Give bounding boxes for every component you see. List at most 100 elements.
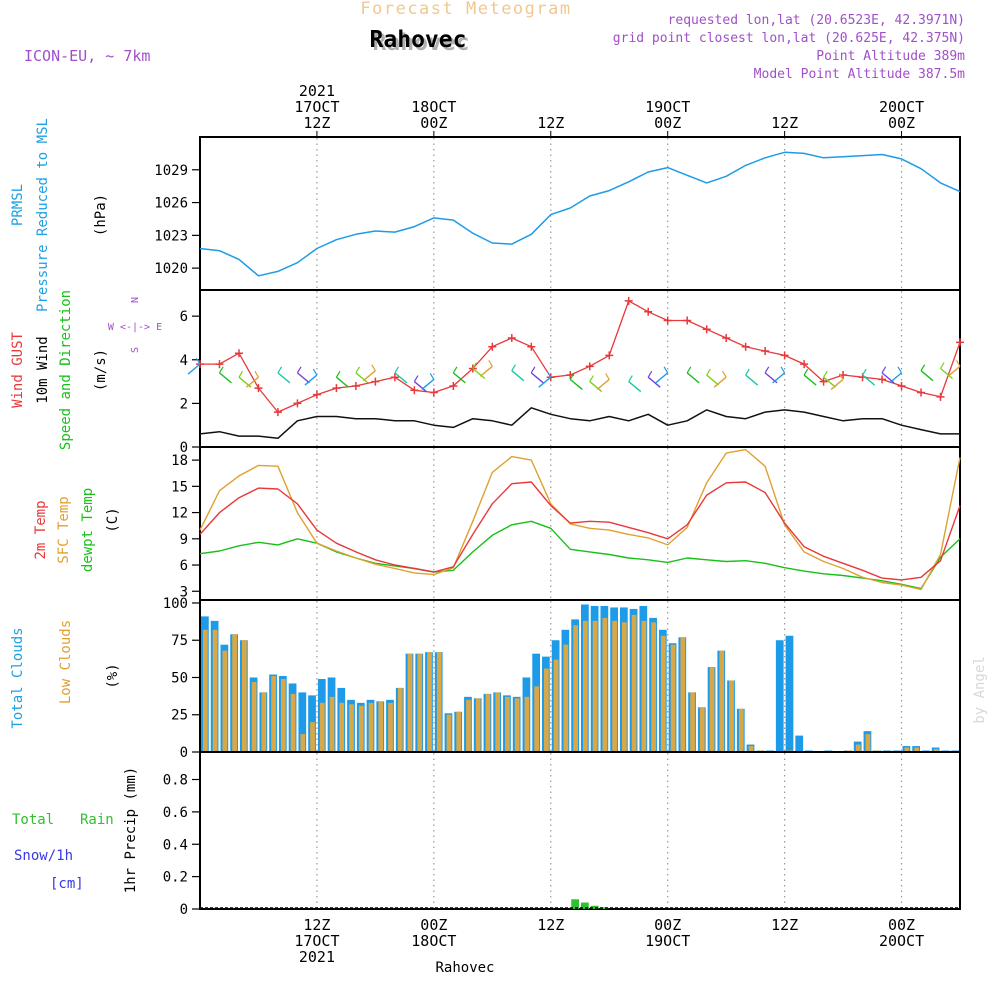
bottom-time-label: 12Z [303, 916, 330, 934]
y-tick-label: 1029 [154, 163, 188, 179]
bottom-time-label: 2021 [299, 948, 335, 966]
top-time-label: 20OCT [879, 98, 924, 116]
bottom-time-label: 20OCT [879, 932, 924, 950]
wind-label-dir: Speed and Direction [58, 290, 74, 450]
compass-south: S [130, 347, 141, 353]
gust-marker [605, 351, 614, 360]
low-cloud-bar [212, 629, 218, 752]
gust-marker [351, 381, 360, 390]
pressure-label-1: PRMSL [10, 184, 26, 226]
wind-arrow [686, 372, 700, 384]
bottom-time-label: 19OCT [645, 932, 690, 950]
precip-label-rain-1: Total [12, 812, 54, 828]
gust-marker [819, 377, 828, 386]
wind-arrow-head [939, 362, 945, 369]
wind-arrow [920, 370, 934, 382]
wind-arrow [296, 372, 310, 384]
bottom-time-label: 12Z [771, 916, 798, 934]
low-cloud-bar [641, 620, 647, 752]
low-cloud-bar [514, 698, 520, 752]
wind-arrow [277, 372, 291, 384]
gust-marker [644, 307, 653, 316]
top-time-label: 12Z [537, 114, 564, 132]
dewpt-line [199, 520, 961, 590]
low-cloud-bar [573, 625, 578, 752]
temp-label-2m: 2m Temp [33, 500, 49, 559]
wind-arrow-head [823, 370, 828, 378]
gust-marker [897, 381, 906, 390]
precip-y-axis: 0 0.2 0.4 0.6 0.8 [163, 773, 200, 918]
pressure-frame [199, 136, 961, 291]
precip-label-cm: [cm] [50, 876, 84, 892]
time-gridlines [316, 138, 903, 908]
total-cloud-bar [298, 692, 307, 752]
wind-arrow-head [277, 366, 283, 374]
location-title-shadow: Rahovec [373, 30, 470, 56]
gust-marker [527, 342, 536, 351]
bottom-time-label: 00Z [888, 916, 915, 934]
low-cloud-bar [388, 702, 393, 752]
credit-watermark: by Angel [972, 656, 988, 723]
clouds-series [201, 604, 959, 752]
gust-marker [956, 338, 964, 347]
temp-unit: (C) [105, 507, 121, 532]
wind-unit: (m/s) [93, 349, 109, 391]
precip-series [200, 899, 960, 909]
low-cloud-bar [251, 681, 257, 752]
wind-arrow [823, 376, 837, 388]
y-tick-label: 0 [180, 902, 188, 918]
requested-coords: requested lon,lat (20.6523E, 42.3971N) [668, 13, 965, 28]
wind-arrow-head [296, 366, 302, 374]
wind-arrow [511, 370, 525, 382]
gust-marker [683, 316, 692, 325]
gust-marker [722, 333, 731, 342]
low-cloud-bar [222, 650, 228, 752]
y-tick-label: 1023 [154, 228, 188, 244]
gust-marker [936, 392, 945, 401]
low-cloud-bar [203, 629, 208, 752]
pressure-series [199, 151, 961, 277]
low-cloud-bar [621, 622, 627, 752]
low-cloud-bar [738, 708, 744, 752]
pressure-y-axis: 1020 1023 1026 1029 [154, 163, 200, 277]
y-tick-label: 50 [171, 670, 188, 686]
low-cloud-bar [592, 620, 598, 752]
precip-label-snow: Snow/1h [14, 848, 73, 864]
wind-arrow [947, 365, 961, 377]
temp-panel: 3 6 9 12 15 18 2m Temp SFC Temp dewpt Temp (C… [33, 446, 961, 601]
total-cloud-bar [775, 640, 784, 752]
wind-arrow [596, 378, 610, 390]
wind-arrow-head [745, 368, 750, 376]
wind-arrow [187, 363, 201, 375]
low-cloud-bar [378, 701, 384, 752]
wind-arrow [803, 374, 817, 386]
temp-frame [199, 446, 961, 601]
low-cloud-bar [407, 653, 413, 752]
wind-arrow-head [355, 366, 361, 374]
wind-arrow-head [530, 366, 536, 374]
wind-arrow [421, 378, 435, 390]
wind-frame [199, 289, 961, 448]
low-cloud-bar [475, 698, 481, 752]
wind-label-gust: Wind GUST [10, 332, 26, 408]
wind-arrow [335, 376, 349, 388]
low-cloud-bar [456, 711, 462, 752]
low-cloud-bar [232, 634, 237, 752]
y-tick-label: 0.2 [163, 870, 188, 886]
y-tick-label: 6 [180, 558, 188, 574]
wind-arrow [219, 372, 232, 384]
wind-arrow [538, 376, 552, 388]
clouds-unit: (%) [105, 663, 121, 688]
wind-arrow-head [706, 368, 711, 376]
bottom-time-label: 12Z [537, 916, 564, 934]
wind-series [187, 296, 964, 440]
low-cloud-bar [660, 635, 666, 752]
gust-marker [234, 349, 243, 358]
low-cloud-bar [914, 747, 920, 752]
y-tick-label: 18 [171, 453, 188, 469]
rain-bar [600, 907, 609, 909]
gust-marker [800, 360, 809, 369]
prmsl-line [199, 151, 961, 277]
